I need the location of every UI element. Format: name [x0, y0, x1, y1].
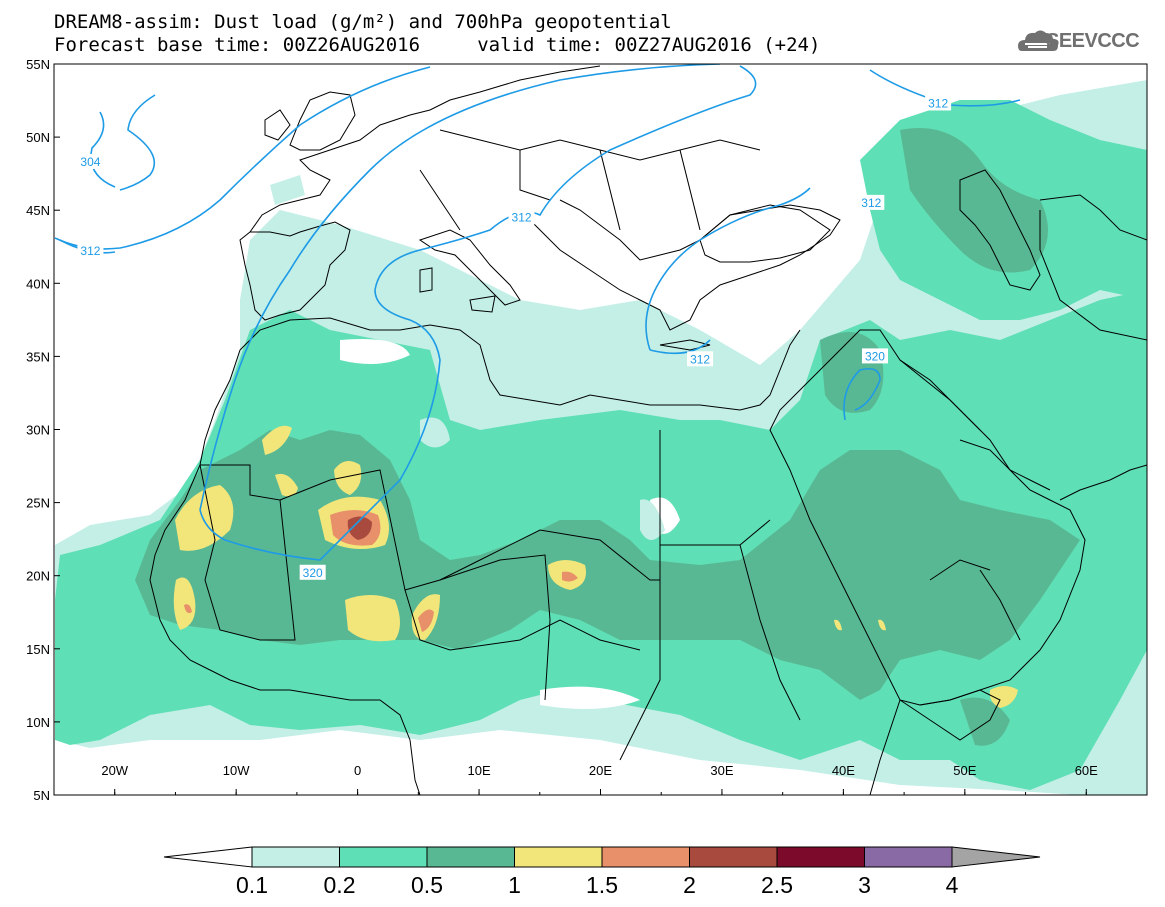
- colorbar-under-arrow: [163, 846, 253, 868]
- colorbar-label: 2.5: [761, 872, 793, 898]
- lat-tick-label: 50N: [26, 130, 50, 145]
- seevccc-logo-cloud-icon: [1018, 30, 1058, 51]
- lat-tick-label: 20N: [26, 569, 50, 584]
- lon-tick-label: 20E: [589, 763, 612, 778]
- contour-label: 312: [80, 244, 100, 258]
- dust-level-1: [275, 473, 298, 497]
- dust-level-1: [878, 619, 886, 631]
- lat-tick-label: 30N: [26, 423, 50, 438]
- lat-tick-label: 55N: [26, 57, 50, 72]
- contour-label-bg: [687, 351, 714, 367]
- dust-level-1: [989, 686, 1018, 708]
- contour-label: 312: [928, 96, 948, 110]
- dust-fill-layer: [55, 80, 1147, 795]
- lat-tick-label: 5N: [33, 788, 50, 803]
- dust-level-0.5: [820, 332, 884, 413]
- lon-tick-label: 10W: [223, 763, 250, 778]
- dust-hole: [420, 417, 450, 448]
- colorbar-label: 0.1: [236, 872, 268, 898]
- lon-tick-label: 30E: [710, 763, 733, 778]
- dust-level-1: [334, 461, 362, 495]
- colorbar-swatch: [776, 846, 865, 868]
- lat-tick-label: 10N: [26, 715, 50, 730]
- lon-tick-label: 0: [354, 763, 361, 778]
- lat-ticks: 55N 50N 45N 40N 35N 30N 25N 20N 15N 10N 5N: [26, 57, 60, 803]
- contour-label: 312: [861, 196, 881, 210]
- lat-tick-label: 25N: [26, 496, 50, 511]
- dust-level-1: [834, 619, 842, 631]
- colorbar-swatch: [339, 846, 428, 868]
- contour-label-bg: [299, 564, 326, 580]
- contour-label-bg: [77, 153, 104, 169]
- dust-level-0.5: [960, 697, 1010, 746]
- lon-tick-label: 40E: [832, 763, 855, 778]
- contour-label: 312: [690, 352, 710, 366]
- dust-level-1.5: [562, 571, 578, 582]
- lon-ticks: 20W 10W 0 10E 20E 30E 40E 50E 60E: [53, 763, 1148, 795]
- title-line-2: Forecast base time: 00Z26AUG2016 valid t…: [54, 34, 821, 56]
- dust-level-1: [262, 425, 292, 455]
- dust-level-0.1: [270, 175, 305, 205]
- colorbar: [163, 846, 1041, 868]
- colorbar-swatch: [251, 846, 340, 868]
- dust-level-2: [347, 516, 372, 540]
- contour-label: 312: [512, 211, 532, 225]
- lon-tick-label: 60E: [1075, 763, 1098, 778]
- title-line-1: DREAM8-assim: Dust load (g/m²) and 700hP…: [54, 11, 672, 33]
- contour-label: 320: [303, 566, 323, 580]
- colorbar-swatch: [864, 846, 953, 868]
- lon-tick-label: 20W: [101, 763, 128, 778]
- contour-label: 304: [80, 155, 100, 169]
- logo-text: SEEVCCC: [1046, 30, 1140, 52]
- colorbar-swatch: [601, 846, 690, 868]
- colorbar-label: 4: [945, 872, 959, 898]
- lat-tick-label: 15N: [26, 642, 50, 657]
- colorbar-label: 2: [683, 872, 696, 898]
- dust-hole: [640, 499, 665, 540]
- contour-label-bg: [77, 243, 104, 259]
- colorbar-over-arrow: [951, 846, 1041, 868]
- geopotential-contours: [54, 64, 1021, 561]
- colorbar-swatch: [426, 846, 515, 868]
- colorbar-label: 0.2: [323, 872, 356, 898]
- dust-level-1: [173, 577, 196, 630]
- dust-level-1: [175, 485, 234, 551]
- dust-hole: [540, 686, 640, 709]
- contour-label-bg: [925, 95, 952, 111]
- dust-level-0.5: [900, 128, 1048, 273]
- dust-level-1.5: [418, 609, 434, 632]
- lon-tick-label: 10E: [467, 763, 490, 778]
- colorbar-swatch: [689, 846, 778, 868]
- contour-label: 320: [865, 349, 885, 363]
- dust-hole: [340, 339, 410, 364]
- colorbar-label: 3: [858, 872, 871, 898]
- contour-label-bg: [508, 209, 535, 225]
- colorbar-label: 0.5: [411, 872, 443, 898]
- lat-tick-label: 40N: [26, 276, 50, 291]
- lat-tick-label: 45N: [26, 203, 50, 218]
- colorbar-swatch: [514, 846, 603, 868]
- coastlines-borders: [149, 65, 1147, 795]
- contour-label-bg: [861, 348, 888, 364]
- colorbar-label: 1.5: [586, 872, 618, 898]
- contour-label-bg: [858, 194, 885, 210]
- colorbar-label: 1: [508, 872, 521, 898]
- dust-level-1.5: [184, 604, 192, 614]
- lat-tick-label: 35N: [26, 349, 50, 364]
- lon-tick-label: 50E: [953, 763, 976, 778]
- contour-labels: 304 312 312 312 312 312 320 320: [77, 95, 952, 580]
- dust-level-1: [345, 595, 400, 642]
